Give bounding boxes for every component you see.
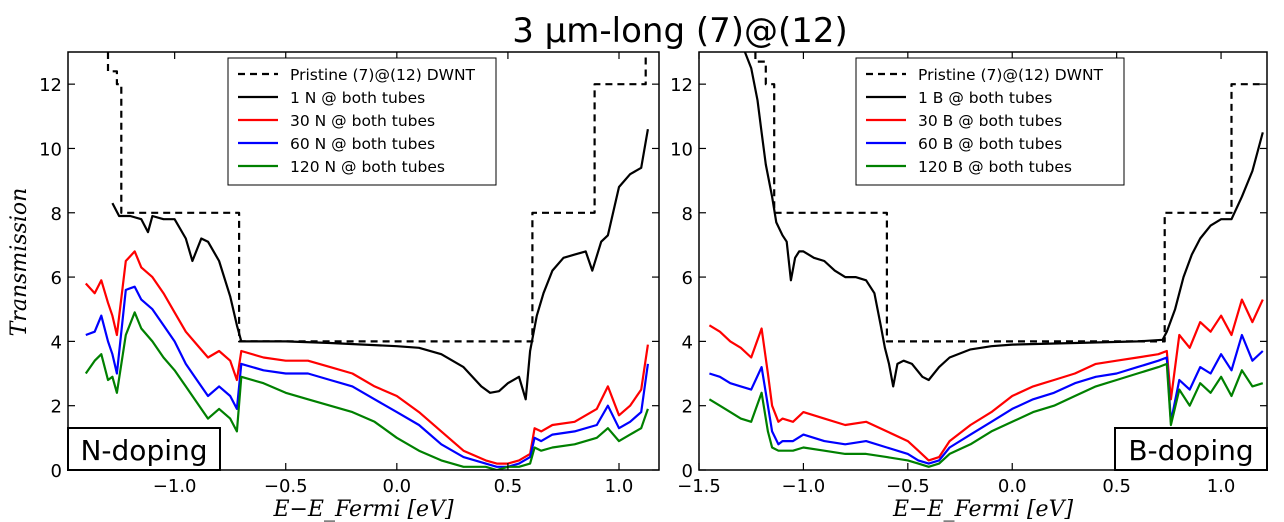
series-line-0	[754, 52, 1263, 343]
y-tick-label: 10	[670, 139, 693, 160]
panel-n-doping: −1.0 −0.5 0.0 0.5 1.0 0 2 4 6 8 10 12 Pristine (7)@…	[39, 51, 660, 522]
y-tick-label: 12	[39, 75, 62, 96]
x-tick-label: 1.0	[1207, 476, 1236, 497]
x-tick-label: −1.0	[153, 476, 197, 497]
series-line-0	[106, 52, 647, 343]
x-tick-label: 0.0	[383, 476, 412, 497]
legend-entry: 30 N @ both tubes	[290, 112, 435, 130]
x-tick-label: −1.5	[677, 476, 721, 497]
y-tick-label: 0	[51, 461, 62, 482]
y-tick-label: 4	[682, 332, 693, 353]
legend-box	[227, 57, 497, 186]
figure-title: 3 μm-long (7)@(12)	[512, 11, 848, 51]
panel-label-box	[1114, 427, 1268, 471]
x-axis-label: E−E_Fermi [eV]	[272, 497, 454, 522]
legend-entry: 60 B @ both tubes	[918, 135, 1062, 153]
x-tick-label: 1.0	[605, 476, 634, 497]
legend-entry: 120 B @ both tubes	[918, 158, 1072, 176]
legend-entry: 30 B @ both tubes	[918, 112, 1062, 130]
panel-label: N-doping	[80, 434, 207, 467]
y-tick-label: 4	[51, 332, 62, 353]
y-tick-label: 10	[39, 139, 62, 160]
y-tick-label: 6	[51, 268, 62, 289]
x-tick-label: 0.5	[1102, 476, 1131, 497]
y-tick-label: 8	[682, 204, 693, 225]
y-tick-label: 0	[682, 461, 693, 482]
series-line-3	[85, 285, 649, 468]
legend-entry: 120 N @ both tubes	[290, 158, 445, 176]
legend-entry: Pristine (7)@(12) DWNT	[918, 66, 1104, 84]
series-line-4	[708, 362, 1264, 468]
series-line-2	[84, 250, 649, 465]
series-line-1	[111, 129, 649, 401]
series-line-1	[743, 52, 1264, 388]
x-tick-label: 0.0	[998, 476, 1027, 497]
series-line-2	[708, 298, 1264, 462]
panel-label: B-doping	[1128, 434, 1253, 467]
legend-entry: 1 B @ both tubes	[918, 89, 1052, 107]
y-tick-label: 8	[51, 204, 62, 225]
x-tick-label: −0.5	[264, 476, 308, 497]
legend-entry: 60 N @ both tubes	[290, 135, 435, 153]
y-axis-label: Transmission	[7, 188, 32, 337]
panel-label-box	[67, 427, 221, 471]
legend-entry: 1 N @ both tubes	[290, 89, 425, 107]
x-tick-label: −0.5	[886, 476, 930, 497]
legend: Pristine (7)@(12) DWNT 1 B @ both tubes 30…	[855, 57, 1125, 186]
y-tick-label: 2	[51, 397, 62, 418]
series-line-3	[709, 333, 1264, 465]
x-axis-label: E−E_Fermi [eV]	[892, 497, 1074, 522]
panel-b-doping: −1.5 −1.0 −0.5 0.0 0.5 1.0 0 2 4 6 8 10 12 Pristine …	[670, 51, 1268, 522]
legend: Pristine (7)@(12) DWNT 1 N @ both tubes 30…	[227, 57, 497, 186]
x-tick-label: −1.0	[782, 476, 826, 497]
y-tick-label: 2	[682, 397, 693, 418]
axes-frame	[698, 51, 1268, 471]
axes-frame	[67, 51, 660, 471]
y-tick-label: 12	[670, 75, 693, 96]
y-tick-label: 6	[682, 268, 693, 289]
legend-entry: Pristine (7)@(12) DWNT	[290, 66, 476, 84]
series-line-4	[84, 311, 649, 470]
x-tick-label: 0.5	[494, 476, 523, 497]
legend-box	[855, 57, 1125, 186]
